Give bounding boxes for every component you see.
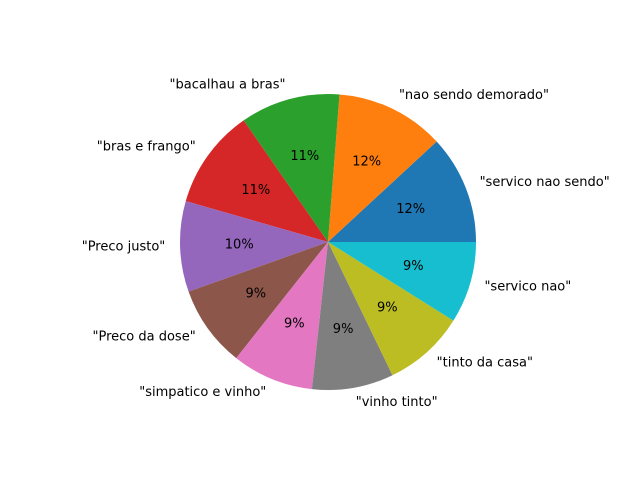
pie-percent-labels: 12% 12% 11% 11% 10% 9% 9% 9% 9% 9% [225, 149, 425, 337]
pie-percent-label: 11% [241, 183, 270, 198]
pie-slice [185, 120, 328, 242]
pie-slice [328, 242, 476, 321]
pie-slices [179, 94, 476, 390]
pie-percent-label: 11% [290, 149, 319, 164]
pie-category-label: "simpatico e vinho" [139, 385, 266, 400]
pie-percent-label: 9% [284, 317, 305, 332]
pie-percent-label: 9% [403, 259, 424, 274]
pie-slice [179, 201, 328, 292]
pie-category-label: "bacalhau a bras" [170, 77, 286, 92]
pie-percent-label: 9% [246, 286, 267, 301]
pie-category-label: "Preco da dose" [93, 329, 196, 344]
pie-percent-label: 10% [225, 237, 254, 252]
pie-slice [188, 242, 328, 359]
pie-slice [243, 94, 340, 242]
pie-slice [328, 94, 437, 242]
pie-category-label: "bras e frango" [97, 140, 196, 155]
pie-slice [328, 242, 454, 376]
pie-category-label: "servico nao" [484, 279, 571, 294]
pie-slice [311, 242, 393, 390]
pie-category-label: "servico nao sendo" [480, 175, 610, 190]
pie-percent-label: 12% [352, 155, 381, 170]
pie-category-label: "Preco justo" [82, 240, 166, 255]
pie-category-labels: "servico nao sendo" "nao sendo demorado" "… [82, 77, 610, 410]
pie-percent-label: 9% [333, 322, 354, 337]
pie-category-label: "vinho tinto" [356, 395, 438, 410]
pie-slice [328, 141, 476, 242]
pie-category-label: "nao sendo demorado" [399, 88, 549, 103]
pie-percent-label: 9% [377, 301, 398, 316]
pie-category-label: "tinto da casa" [437, 356, 533, 371]
pie-slice [236, 242, 328, 390]
pie-percent-label: 12% [396, 202, 425, 217]
